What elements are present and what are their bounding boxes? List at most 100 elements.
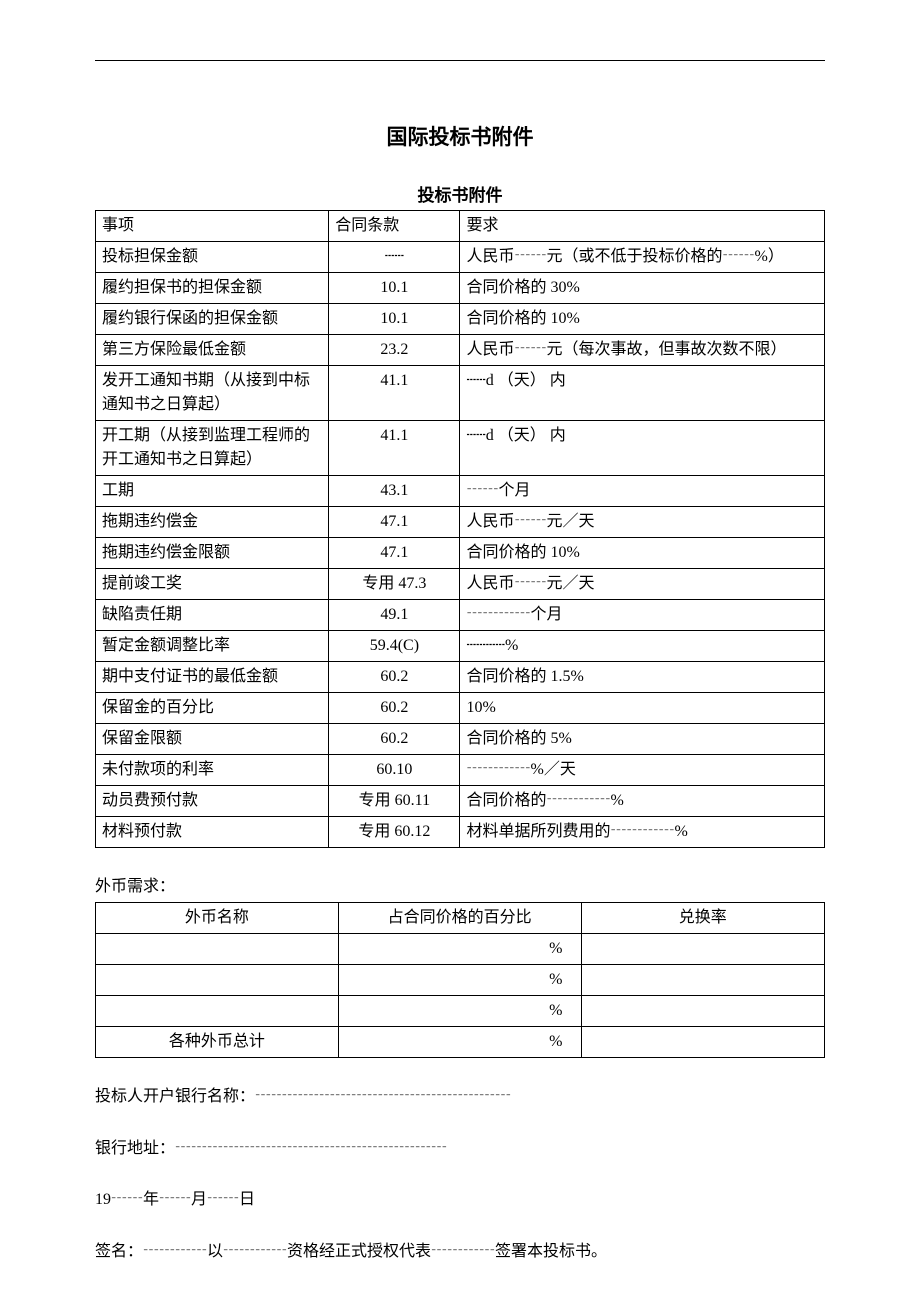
cell-currency-pct: %	[338, 965, 581, 996]
table-row: 动员费预付款专用 60.11合同价格的┄┄┄┄%	[96, 786, 825, 817]
col-header-currency-pct: 占合同价格的百分比	[338, 903, 581, 934]
table-row: 缺陷责任期49.1┄┄┄┄个月	[96, 600, 825, 631]
cell-req: ┄┄┄┄个月	[460, 600, 825, 631]
cell-req: ┄┄d （天） 内	[460, 366, 825, 421]
cell-req: 人民币┄┄元／天	[460, 507, 825, 538]
table-row: %	[96, 965, 825, 996]
cell-req: ┄┄┄┄%	[460, 631, 825, 662]
cell-clause: 41.1	[329, 421, 460, 476]
cell-req: ┄┄d （天） 内	[460, 421, 825, 476]
cell-item: 第三方保险最低金额	[96, 335, 329, 366]
cell-clause: 专用 60.11	[329, 786, 460, 817]
cell-currency-name	[96, 965, 339, 996]
cell-clause: 60.10	[329, 755, 460, 786]
table-row: 开工期（从接到监理工程师的开工通知书之日算起）41.1┄┄d （天） 内	[96, 421, 825, 476]
table-row: 履约担保书的担保金额10.1合同价格的 30%	[96, 273, 825, 304]
cell-clause: 60.2	[329, 693, 460, 724]
cell-req: ┄┄┄┄%／天	[460, 755, 825, 786]
cell-item: 未付款项的利率	[96, 755, 329, 786]
cell-currency-name: 各种外币总计	[96, 1027, 339, 1058]
cell-clause: 43.1	[329, 476, 460, 507]
table-row: %	[96, 996, 825, 1027]
cell-item: 履约担保书的担保金额	[96, 273, 329, 304]
cell-req: 人民币┄┄元（每次事故，但事故次数不限）	[460, 335, 825, 366]
cell-item: 保留金的百分比	[96, 693, 329, 724]
cell-currency-pct: %	[338, 1027, 581, 1058]
cell-req: 10%	[460, 693, 825, 724]
table-row: 发开工通知书期（从接到中标通知书之日算起）41.1┄┄d （天） 内	[96, 366, 825, 421]
cell-item: 拖期违约偿金限额	[96, 538, 329, 569]
table-header-row: 外币名称 占合同价格的百分比 兑换率	[96, 903, 825, 934]
cell-clause: 49.1	[329, 600, 460, 631]
cell-item: 材料预付款	[96, 817, 329, 848]
signature-line: 签名：┄┄┄┄以┄┄┄┄资格经正式授权代表┄┄┄┄签署本投标书。	[95, 1239, 825, 1265]
bank-address-line: 银行地址：┄┄┄┄┄┄┄┄┄┄┄┄┄┄┄┄┄	[95, 1136, 825, 1162]
cell-currency-rate	[581, 1027, 825, 1058]
cell-currency-pct: %	[338, 996, 581, 1027]
cell-clause: 47.1	[329, 538, 460, 569]
cell-item: 工期	[96, 476, 329, 507]
currency-label: 外币需求：	[95, 872, 825, 896]
cell-item: 履约银行保函的担保金额	[96, 304, 329, 335]
cell-req: 人民币┄┄元（或不低于投标价格的┄┄%）	[460, 242, 825, 273]
col-header-currency-name: 外币名称	[96, 903, 339, 934]
cell-clause: 专用 47.3	[329, 569, 460, 600]
main-table: 事项 合同条款 要求 投标担保金额┄┄人民币┄┄元（或不低于投标价格的┄┄%）履…	[95, 210, 825, 848]
table-row: 工期43.1┄┄个月	[96, 476, 825, 507]
cell-item: 缺陷责任期	[96, 600, 329, 631]
cell-item: 发开工通知书期（从接到中标通知书之日算起）	[96, 366, 329, 421]
col-header-item: 事项	[96, 211, 329, 242]
table-row: 保留金的百分比60.210%	[96, 693, 825, 724]
cell-item: 拖期违约偿金	[96, 507, 329, 538]
cell-req: 人民币┄┄元／天	[460, 569, 825, 600]
date-line: 19┄┄年┄┄月┄┄日	[95, 1187, 825, 1213]
table-row: 拖期违约偿金47.1人民币┄┄元／天	[96, 507, 825, 538]
cell-clause: 10.1	[329, 304, 460, 335]
cell-clause: 60.2	[329, 724, 460, 755]
cell-item: 开工期（从接到监理工程师的开工通知书之日算起）	[96, 421, 329, 476]
cell-item: 保留金限额	[96, 724, 329, 755]
cell-clause: 47.1	[329, 507, 460, 538]
cell-clause: 10.1	[329, 273, 460, 304]
cell-currency-name	[96, 934, 339, 965]
cell-currency-name	[96, 996, 339, 1027]
cell-req: 合同价格的 1.5%	[460, 662, 825, 693]
cell-req: 合同价格的 5%	[460, 724, 825, 755]
table-row: 履约银行保函的担保金额10.1合同价格的 10%	[96, 304, 825, 335]
cell-item: 提前竣工奖	[96, 569, 329, 600]
col-header-req: 要求	[460, 211, 825, 242]
table-row: 材料预付款专用 60.12材料单据所列费用的┄┄┄┄%	[96, 817, 825, 848]
bank-name-line: 投标人开户银行名称：┄┄┄┄┄┄┄┄┄┄┄┄┄┄┄┄	[95, 1084, 825, 1110]
cell-currency-rate	[581, 934, 825, 965]
table-row: 期中支付证书的最低金额60.2合同价格的 1.5%	[96, 662, 825, 693]
cell-req: 合同价格的 10%	[460, 304, 825, 335]
table-header-row: 事项 合同条款 要求	[96, 211, 825, 242]
sub-title: 投标书附件	[95, 181, 825, 206]
cell-req: 合同价格的 30%	[460, 273, 825, 304]
cell-clause: 59.4(C)	[329, 631, 460, 662]
col-header-clause: 合同条款	[329, 211, 460, 242]
cell-clause: 60.2	[329, 662, 460, 693]
cell-item: 动员费预付款	[96, 786, 329, 817]
cell-currency-rate	[581, 965, 825, 996]
cell-clause: 专用 60.12	[329, 817, 460, 848]
cell-currency-pct: %	[338, 934, 581, 965]
cell-req: 合同价格的 10%	[460, 538, 825, 569]
table-row: 各种外币总计%	[96, 1027, 825, 1058]
cell-item: 暂定金额调整比率	[96, 631, 329, 662]
table-row: 暂定金额调整比率59.4(C)┄┄┄┄%	[96, 631, 825, 662]
cell-req: 材料单据所列费用的┄┄┄┄%	[460, 817, 825, 848]
cell-item: 投标担保金额	[96, 242, 329, 273]
table-row: 拖期违约偿金限额47.1合同价格的 10%	[96, 538, 825, 569]
currency-table: 外币名称 占合同价格的百分比 兑换率 %%%各种外币总计%	[95, 902, 825, 1058]
cell-req: ┄┄个月	[460, 476, 825, 507]
cell-item: 期中支付证书的最低金额	[96, 662, 329, 693]
col-header-currency-rate: 兑换率	[581, 903, 825, 934]
table-row: 提前竣工奖专用 47.3人民币┄┄元／天	[96, 569, 825, 600]
main-title: 国际投标书附件	[95, 121, 825, 151]
table-row: 未付款项的利率60.10┄┄┄┄%／天	[96, 755, 825, 786]
cell-currency-rate	[581, 996, 825, 1027]
table-row: 第三方保险最低金额23.2人民币┄┄元（每次事故，但事故次数不限）	[96, 335, 825, 366]
table-row: 保留金限额60.2合同价格的 5%	[96, 724, 825, 755]
cell-clause: 41.1	[329, 366, 460, 421]
